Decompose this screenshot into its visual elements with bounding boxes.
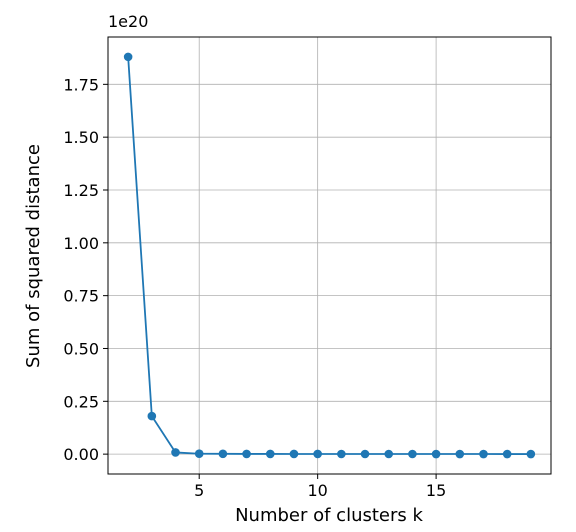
x-tick-label-0: 5 — [194, 481, 204, 500]
y-tick-label-6: 1.50 — [63, 128, 99, 147]
data-point-k2 — [124, 53, 133, 62]
data-point-k5 — [195, 449, 204, 458]
plot-frame — [108, 37, 551, 474]
series-line-0 — [128, 57, 531, 454]
y-tick-label-5: 1.25 — [63, 181, 99, 200]
data-point-k17 — [479, 450, 488, 459]
data-point-k10 — [313, 450, 322, 459]
y-axis-label: Sum of squared distance — [23, 144, 44, 368]
axes-frame — [108, 37, 551, 474]
y-tick-label-0: 0.00 — [63, 445, 99, 464]
data-point-k7 — [242, 450, 251, 459]
data-point-k8 — [266, 450, 275, 459]
x-axis-label: Number of clusters k — [235, 505, 423, 526]
data-point-k4 — [171, 448, 180, 457]
x-tick-label-2: 15 — [426, 481, 446, 500]
x-tick-label-1: 10 — [307, 481, 327, 500]
y-tick-label-2: 0.50 — [63, 339, 99, 358]
data-point-k16 — [455, 450, 464, 459]
grid-lines — [108, 37, 551, 474]
y-tick-label-4: 1.00 — [63, 234, 99, 253]
y-tick-label-1: 0.25 — [63, 392, 99, 411]
data-point-k14 — [408, 450, 417, 459]
y-tick-label-7: 1.75 — [63, 75, 99, 94]
data-point-k19 — [527, 450, 536, 459]
series-layer — [124, 53, 535, 459]
data-point-k12 — [361, 450, 370, 459]
data-point-k18 — [503, 450, 512, 459]
data-point-k6 — [219, 450, 228, 459]
data-point-k11 — [337, 450, 346, 459]
tick-marks: 5 10 15 0.00 0.25 0.50 0.75 1.00 1.25 1.50 1.75 — [63, 75, 446, 500]
y-offset-text: 1e20 — [108, 12, 148, 31]
data-point-k15 — [432, 450, 441, 459]
y-tick-label-3: 0.75 — [63, 287, 99, 306]
data-point-k9 — [290, 450, 299, 459]
data-point-k13 — [384, 450, 393, 459]
data-point-k3 — [148, 412, 157, 421]
